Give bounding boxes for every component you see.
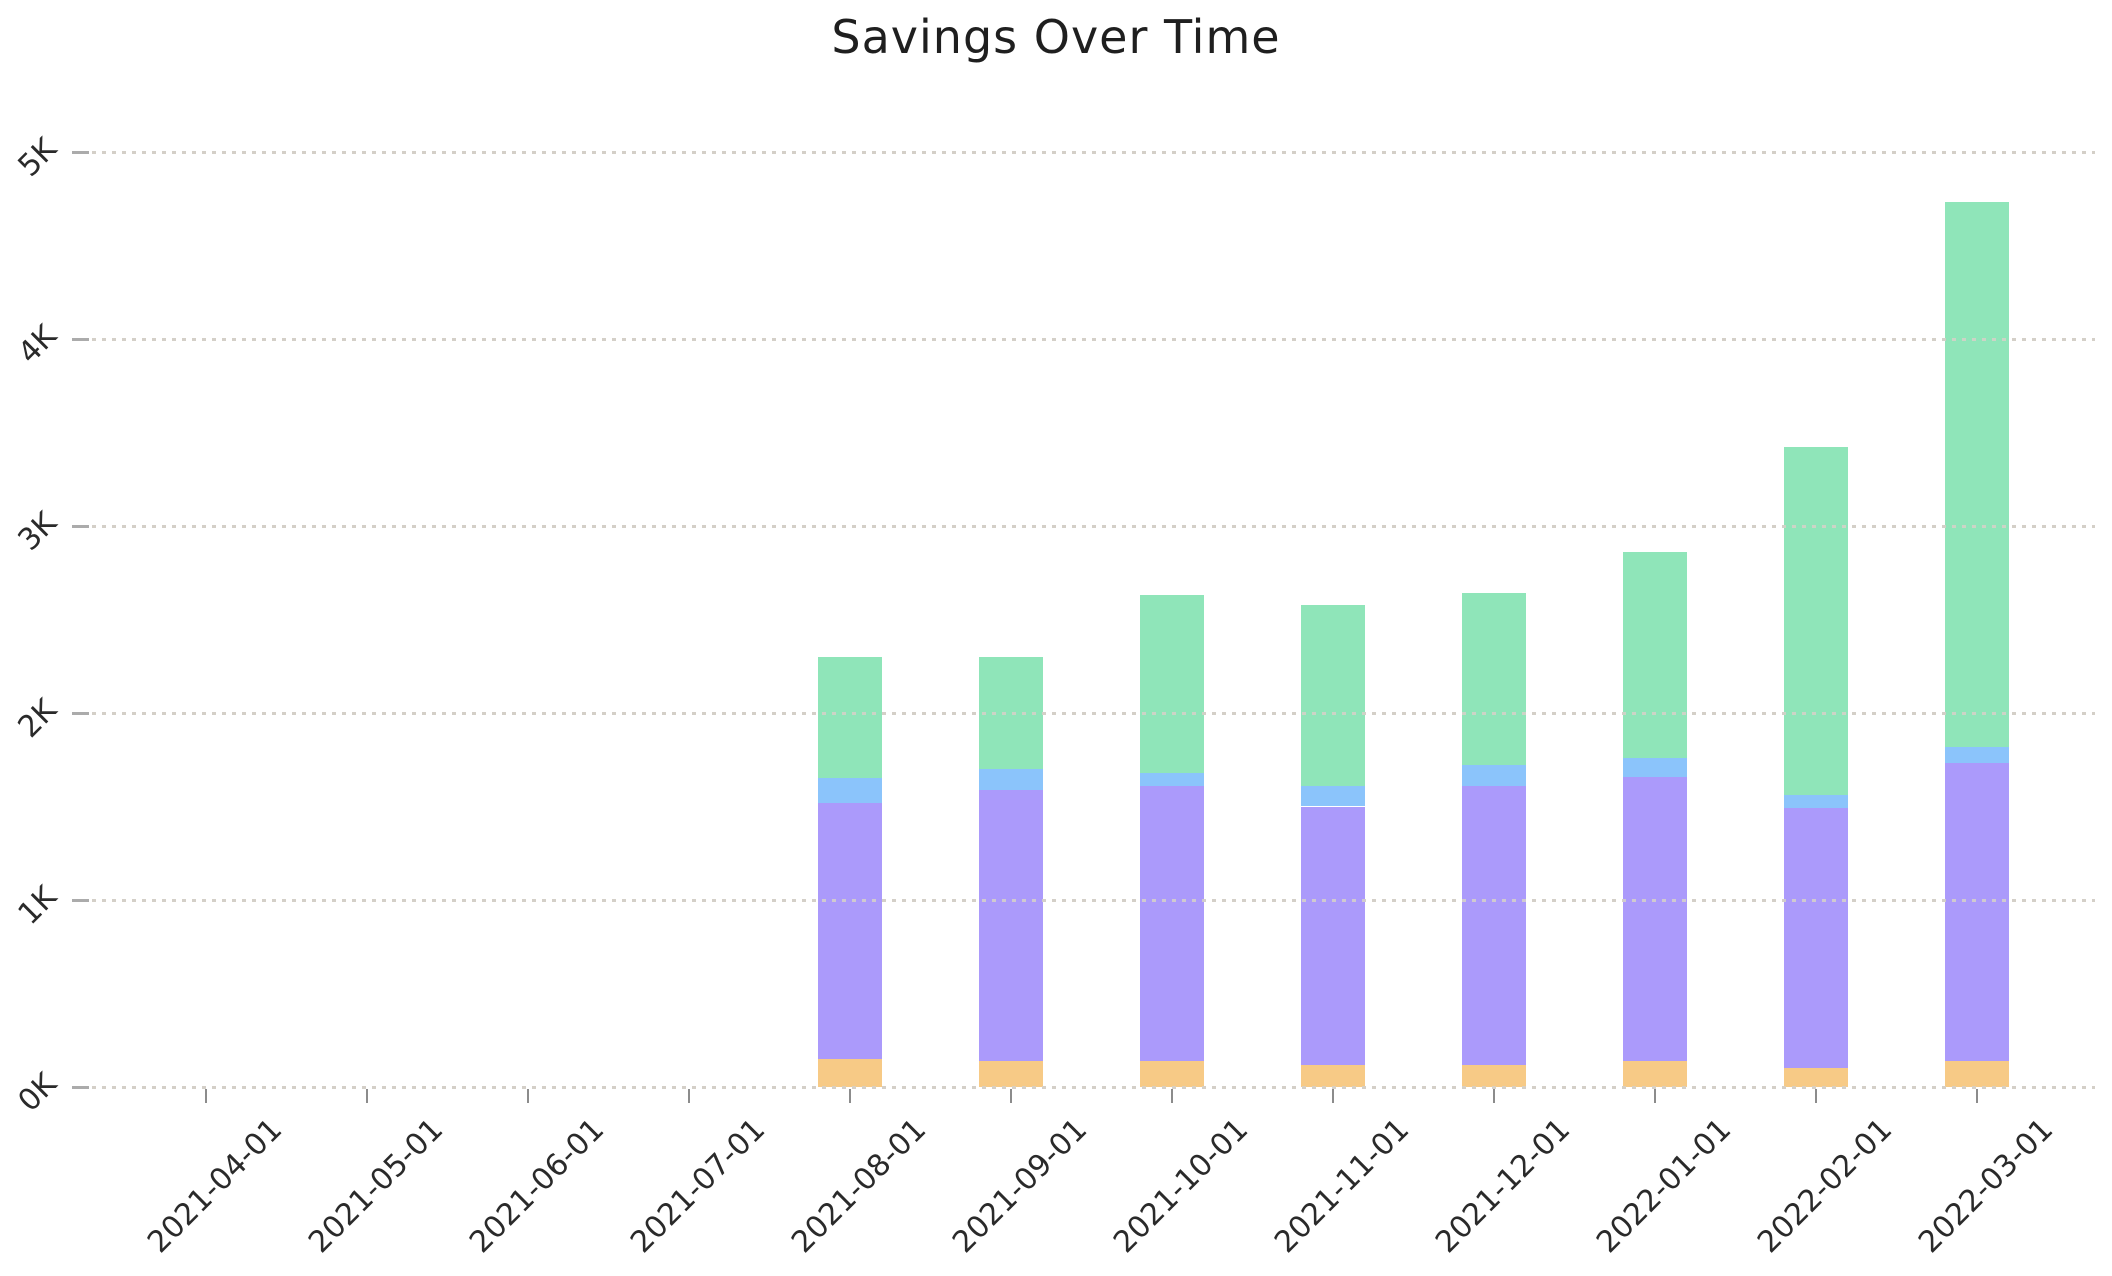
x-axis-tick-label: 2022-03-01 (1911, 1112, 2060, 1261)
bar-segment (818, 778, 882, 803)
x-axis-tick-label: 2021-09-01 (945, 1112, 1094, 1261)
x-axis-tick-label: 2021-05-01 (301, 1112, 450, 1261)
x-axis-tick-mark (688, 1089, 690, 1103)
y-axis-tick-label: 5K (11, 131, 64, 184)
gridline-overlay (72, 525, 2095, 528)
bar-segment (1301, 1064, 1365, 1087)
bar-segment (1784, 808, 1848, 1069)
bar-segment (1945, 202, 2009, 747)
gridline-overlay (72, 338, 2095, 341)
x-axis-tick-mark (1976, 1089, 1978, 1103)
x-axis-tick-label: 2021-11-01 (1267, 1112, 1416, 1261)
bar-segment (1623, 552, 1687, 758)
bar-segment (979, 789, 1043, 1061)
y-axis-tick-mark (72, 525, 89, 528)
y-axis-tick-label: 2K (11, 692, 64, 745)
x-axis-tick-mark (1171, 1089, 1173, 1103)
y-axis-tick-mark (72, 712, 89, 715)
x-axis-tick-mark (849, 1089, 851, 1103)
y-axis-tick-label: 3K (11, 505, 64, 558)
gridline-overlay (72, 1086, 2095, 1089)
bar-segment (1140, 785, 1204, 1061)
x-axis-tick-mark (1493, 1089, 1495, 1103)
x-axis-tick-mark (205, 1089, 207, 1103)
x-axis-tick-label: 2021-07-01 (623, 1112, 772, 1261)
x-axis-tick-label: 2021-08-01 (784, 1112, 933, 1261)
x-axis-tick-label: 2022-01-01 (1589, 1112, 1738, 1261)
y-axis-tick-label: 1K (11, 879, 64, 932)
bar-segment (1623, 757, 1687, 777)
bar-segment (1301, 604, 1365, 786)
bar-segment (1301, 785, 1365, 807)
bar-segment (1462, 765, 1526, 786)
bar-segment (1945, 746, 2009, 764)
gridline-overlay (72, 899, 2095, 902)
x-axis-tick-label: 2021-10-01 (1106, 1112, 1255, 1261)
bar-segment (1784, 1068, 1848, 1087)
y-axis-tick-label: 0K (11, 1066, 64, 1119)
x-axis-tick-mark (1815, 1089, 1817, 1103)
x-axis-tick-label: 2021-06-01 (462, 1112, 611, 1261)
bar-segment (1784, 795, 1848, 809)
bar-segment (1462, 593, 1526, 766)
bar-segment (979, 769, 1043, 790)
y-axis-tick-mark (72, 151, 89, 154)
bar-segment (1945, 763, 2009, 1061)
y-axis-tick-mark (72, 899, 89, 902)
gridline-overlay (72, 151, 2095, 154)
bar-segment (818, 656, 882, 779)
x-axis-tick-mark (1010, 1089, 1012, 1103)
x-axis-tick-mark (527, 1089, 529, 1103)
bar-segment (1140, 1060, 1204, 1087)
y-axis-tick-mark (72, 338, 89, 341)
bar-segment (1623, 776, 1687, 1061)
bar-segment (818, 1058, 882, 1087)
y-axis-tick-mark (72, 1086, 89, 1089)
x-axis-tick-label: 2022-02-01 (1750, 1112, 1899, 1261)
chart-title: Savings Over Time (831, 10, 1281, 64)
bar-segment (1301, 806, 1365, 1065)
bar-segment (1462, 785, 1526, 1065)
gridline-overlay (72, 712, 2095, 715)
x-axis-tick-mark (366, 1089, 368, 1103)
bar-segment (979, 1060, 1043, 1087)
bar-segment (1945, 1060, 2009, 1087)
bar-segment (1140, 772, 1204, 786)
bar-segment (1784, 447, 1848, 796)
bar-segment (1462, 1064, 1526, 1087)
x-axis-tick-label: 2021-12-01 (1428, 1112, 1577, 1261)
bar-segment (1140, 595, 1204, 773)
x-axis-tick-mark (1654, 1089, 1656, 1103)
bar-segment (818, 802, 882, 1059)
y-axis-tick-label: 4K (11, 318, 64, 371)
bar-segment (1623, 1060, 1687, 1087)
x-axis-tick-label: 2021-04-01 (140, 1112, 289, 1261)
x-axis-tick-mark (1332, 1089, 1334, 1103)
